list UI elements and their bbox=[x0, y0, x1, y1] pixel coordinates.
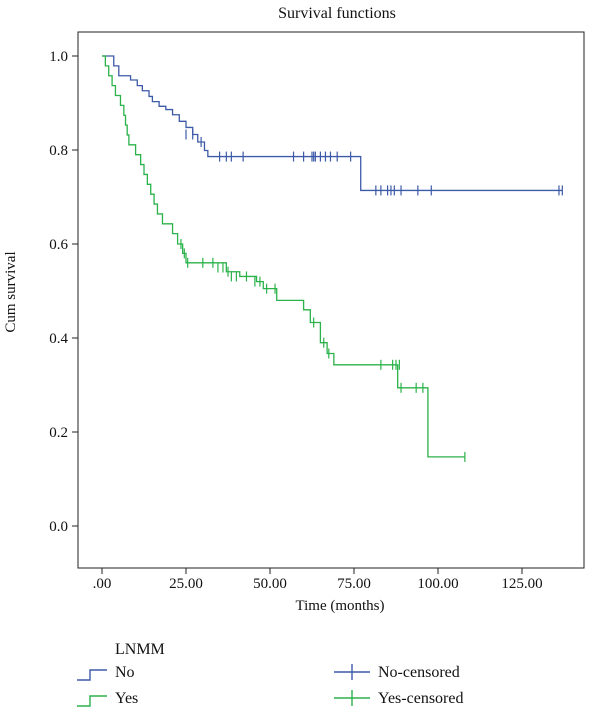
legend: LNMM No Yes No-censored Yes-censored bbox=[77, 641, 463, 707]
x-axis-label: Time (months) bbox=[295, 598, 384, 614]
legend-title: LNMM bbox=[115, 641, 165, 658]
legend-label-yes: Yes bbox=[115, 690, 138, 707]
y-tick-label: 0.2 bbox=[49, 425, 68, 441]
y-axis: 0.0 0.2 0.4 0.6 0.8 1.0 bbox=[49, 49, 78, 535]
legend-label-yes-censored: Yes-censored bbox=[378, 690, 463, 707]
series-line-no bbox=[102, 55, 563, 192]
chart-title: Survival functions bbox=[278, 5, 396, 22]
y-tick-label: 0.6 bbox=[49, 237, 68, 253]
x-tick-label: 25.00 bbox=[169, 576, 203, 592]
x-tick-label: .00 bbox=[93, 576, 112, 592]
legend-swatch-no-censored bbox=[334, 664, 370, 680]
legend-swatch-yes-censored bbox=[334, 690, 370, 706]
series-layer bbox=[102, 55, 563, 462]
plot-area-frame bbox=[77, 31, 585, 569]
y-axis-label: Cum survival bbox=[3, 251, 19, 332]
y-tick-label: 0.8 bbox=[49, 143, 68, 159]
x-tick-label: 125.00 bbox=[501, 576, 542, 592]
legend-swatch-no bbox=[77, 669, 107, 681]
legend-swatch-yes bbox=[77, 695, 107, 707]
x-tick-label: 50.00 bbox=[253, 576, 287, 592]
legend-label-no-censored: No-censored bbox=[378, 664, 460, 681]
series-line-yes bbox=[102, 55, 465, 458]
x-tick-label: 100.00 bbox=[417, 576, 458, 592]
x-tick-label: 75.00 bbox=[337, 576, 371, 592]
y-tick-label: 1.0 bbox=[49, 49, 68, 65]
y-tick-label: 0.4 bbox=[49, 331, 68, 347]
legend-label-no: No bbox=[115, 664, 135, 681]
x-axis: .00 25.00 50.00 75.00 100.00 125.00 bbox=[93, 568, 543, 592]
y-tick-label: 0.0 bbox=[49, 519, 68, 535]
